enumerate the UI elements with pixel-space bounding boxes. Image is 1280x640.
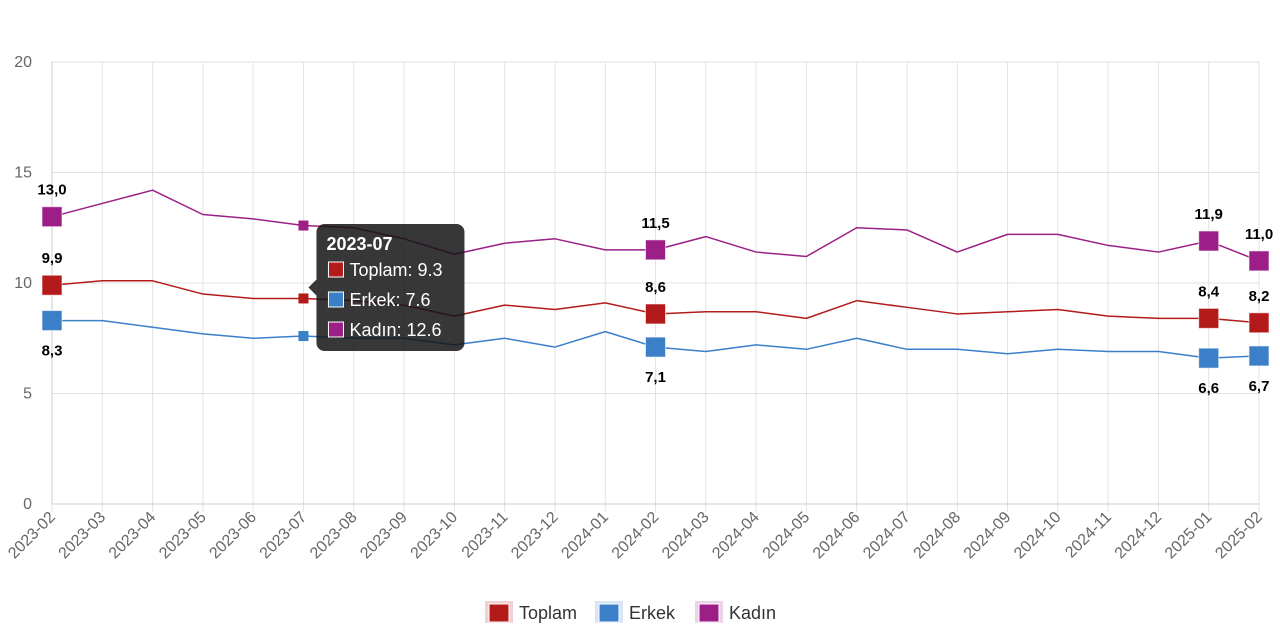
x-tick-label: 2024-02 [609,509,663,563]
x-tick-label: 2024-07 [860,509,914,563]
x-tick-label: 2023-08 [307,509,361,563]
x-tick-label: 2024-11 [1062,509,1115,562]
data-point-toplam[interactable] [298,293,309,304]
legend[interactable]: Toplam Erkek Kadın [485,601,776,623]
legend-item-kad-n[interactable]: Kadın [695,601,776,623]
x-tick-label: 2024-08 [911,509,965,563]
tooltip-line: Kadın: 12.6 [349,320,441,340]
data-point-erkek[interactable] [41,310,63,332]
data-point-erkek[interactable] [298,331,309,342]
data-labels: 13,0 9,9 8,3 11,5 8,6 7,1 11,9 8,4 6,6 11,0 8,2 6,7 [37,182,1273,397]
legend-label: Kadın [729,603,776,623]
x-tick-label: 2023-06 [206,509,260,563]
y-tick-label: 0 [23,496,32,513]
data-label: 9,9 [42,250,63,267]
data-label: 11,0 [1245,226,1273,243]
x-tick-label: 2023-12 [508,509,562,563]
legend-swatch [698,603,720,623]
tooltip-title: 2023-07 [326,234,392,254]
data-point-kad-n[interactable] [1198,230,1220,252]
tooltip-box [316,224,465,351]
x-tick-label: 2023-04 [106,509,160,563]
data-point-erkek[interactable] [1198,347,1220,369]
data-point-toplam[interactable] [1248,312,1270,334]
tooltip-swatch [327,321,344,338]
legend-item-erkek[interactable]: Erkek [595,601,676,623]
x-tick-label: 2023-05 [156,509,210,563]
y-tick-label: 10 [14,275,32,292]
x-tick-label: 2023-10 [408,509,462,563]
data-point-kad-n[interactable] [645,239,666,261]
x-tick-label: 2024-03 [659,509,713,563]
data-point-toplam[interactable] [1198,307,1220,329]
legend-label: Erkek [629,603,676,623]
y-tick-label: 5 [23,386,32,403]
y-tick-label: 20 [14,54,32,71]
data-label: 8,6 [645,279,666,296]
x-tick-label: 2023-02 [5,509,59,563]
tooltip-line: Erkek: 7.6 [349,290,430,310]
x-tick-label: 2023-09 [357,509,411,563]
x-axis: 2023-022023-032023-042023-052023-062023-… [5,503,1266,563]
x-tick-label: 2024-06 [810,509,864,563]
tooltip-swatch [327,291,344,308]
data-point-toplam[interactable] [645,303,666,325]
data-label: 8,2 [1249,288,1270,305]
tooltip: 2023-07 Toplam: 9.3 Erkek: 7.6 Kadın: 12.6 [308,224,465,351]
x-tick-label: 2025-01 [1162,509,1216,563]
data-point-kad-n[interactable] [41,206,63,228]
legend-item-toplam[interactable]: Toplam [485,601,577,623]
data-label: 6,7 [1249,378,1270,395]
x-tick-label: 2024-09 [961,509,1015,563]
data-point-kad-n[interactable] [298,220,309,231]
tooltip-caret [308,279,317,296]
data-label: 11,9 [1195,206,1223,223]
x-tick-label: 2024-01 [558,509,612,563]
data-point-toplam[interactable] [41,274,63,296]
data-label: 6,6 [1198,380,1219,397]
data-label: 13,0 [37,182,66,199]
legend-label: Toplam [519,603,577,623]
data-point-erkek[interactable] [645,336,666,358]
data-label: 8,4 [1198,283,1220,300]
data-label: 7,1 [645,369,666,386]
data-point-kad-n[interactable] [1248,250,1270,272]
legend-swatch [488,603,510,623]
x-tick-label: 2023-03 [56,509,110,563]
x-tick-label: 2024-12 [1112,509,1166,563]
series [41,189,1270,369]
data-label: 8,3 [42,343,63,360]
tooltip-line: Toplam: 9.3 [349,260,442,280]
x-tick-label: 2024-05 [760,509,814,563]
x-tick-label: 2023-11 [459,509,512,562]
tooltip-swatch [327,261,344,278]
x-tick-label: 2024-10 [1011,509,1065,563]
y-tick-label: 15 [14,165,32,182]
data-point-erkek[interactable] [1248,345,1270,367]
data-label: 11,5 [641,215,669,232]
legend-swatch [598,603,620,623]
x-tick-label: 2024-04 [709,509,763,563]
x-tick-label: 2025-02 [1212,509,1266,563]
x-tick-label: 2023-07 [257,509,311,563]
